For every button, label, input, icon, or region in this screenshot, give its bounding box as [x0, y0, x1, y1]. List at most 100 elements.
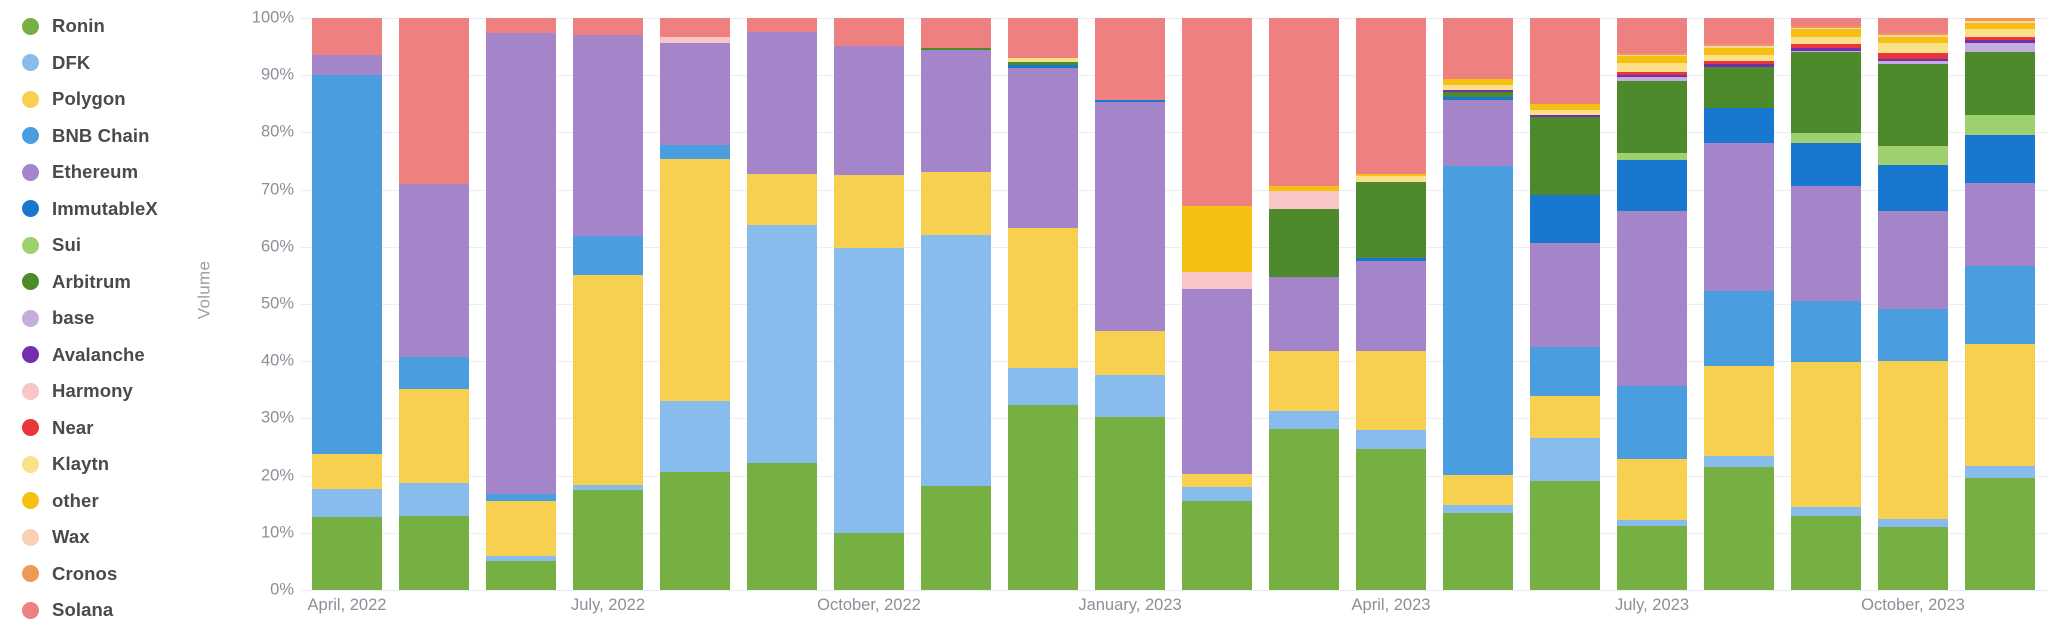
bar-column[interactable]	[660, 18, 730, 590]
bar-segment-solana[interactable]	[660, 18, 730, 37]
bar-segment-bnb-chain[interactable]	[1878, 308, 1948, 362]
bar-segment-dfk[interactable]	[1530, 438, 1600, 482]
bar-segment-cronos[interactable]	[1878, 33, 1948, 36]
bar-column[interactable]	[1269, 18, 1339, 590]
bar-segment-arbitrum[interactable]	[1443, 92, 1513, 97]
bar-column[interactable]	[1704, 18, 1774, 590]
bar-segment-sui[interactable]	[1965, 114, 2035, 135]
bar-segment-solana[interactable]	[312, 18, 382, 55]
bar-column[interactable]	[1965, 18, 2035, 590]
bar-segment-ethereum[interactable]	[921, 50, 991, 172]
bar-segment-cronos[interactable]	[1965, 18, 2035, 21]
bar-segment-dfk[interactable]	[573, 485, 643, 490]
bar-segment-bnb-chain[interactable]	[312, 75, 382, 454]
legend-item-base[interactable]: base	[0, 300, 230, 337]
bar-column[interactable]	[834, 18, 904, 590]
bar-column[interactable]	[1443, 18, 1513, 590]
bar-segment-ronin[interactable]	[1008, 405, 1078, 590]
bar-segment-bnb-chain[interactable]	[486, 493, 556, 501]
bar-column[interactable]	[573, 18, 643, 590]
bar-segment-ethereum[interactable]	[1182, 288, 1252, 475]
bar-segment-klaytn[interactable]	[1008, 58, 1078, 63]
bar-segment-bnb-chain[interactable]	[1704, 290, 1774, 367]
bar-segment-solana[interactable]	[399, 18, 469, 184]
legend-item-bnb-chain[interactable]: BNB Chain	[0, 118, 230, 155]
legend-item-immutablex[interactable]: ImmutableX	[0, 191, 230, 228]
bar-segment-arbitrum[interactable]	[1965, 51, 2035, 115]
bar-segment-dfk[interactable]	[1878, 518, 1948, 528]
bar-segment-base[interactable]	[1965, 42, 2035, 52]
bar-segment-ethereum[interactable]	[1878, 211, 1948, 309]
bar-segment-dfk[interactable]	[1095, 374, 1165, 417]
bar-segment-arbitrum[interactable]	[1704, 66, 1774, 108]
bar-segment-dfk[interactable]	[1182, 487, 1252, 501]
bar-column[interactable]	[486, 18, 556, 590]
bar-segment-klaytn[interactable]	[1617, 63, 1687, 72]
bar-segment-polygon[interactable]	[1530, 396, 1600, 439]
bar-segment-other[interactable]	[1269, 185, 1339, 191]
bar-segment-near[interactable]	[1704, 61, 1774, 65]
bar-column[interactable]	[399, 18, 469, 590]
bar-segment-ethereum[interactable]	[834, 46, 904, 175]
bar-segment-bnb-chain[interactable]	[1791, 300, 1861, 362]
bar-segment-arbitrum[interactable]	[1356, 181, 1426, 259]
legend-item-near[interactable]: Near	[0, 410, 230, 447]
bar-segment-dfk[interactable]	[1443, 504, 1513, 513]
bar-segment-klaytn[interactable]	[1443, 84, 1513, 91]
bar-segment-ronin[interactable]	[399, 516, 469, 590]
bar-segment-solana[interactable]	[573, 18, 643, 35]
bar-column[interactable]	[921, 18, 991, 590]
bar-segment-ethereum[interactable]	[573, 34, 643, 236]
bar-segment-solana[interactable]	[1182, 18, 1252, 206]
bar-segment-ethereum[interactable]	[1791, 186, 1861, 301]
bar-segment-klaytn[interactable]	[1791, 36, 1861, 44]
bar-segment-polygon[interactable]	[1356, 351, 1426, 430]
bar-segment-klaytn[interactable]	[1356, 176, 1426, 182]
bar-segment-arbitrum[interactable]	[921, 47, 991, 51]
bar-segment-klaytn[interactable]	[1530, 109, 1600, 115]
legend-item-wax[interactable]: Wax	[0, 519, 230, 556]
legend-item-sui[interactable]: Sui	[0, 227, 230, 264]
bar-segment-dfk[interactable]	[1356, 429, 1426, 450]
bar-segment-polygon[interactable]	[1878, 361, 1948, 519]
bar-segment-solana[interactable]	[834, 18, 904, 47]
bar-column[interactable]	[1878, 18, 1948, 590]
bar-segment-bnb-chain[interactable]	[399, 356, 469, 390]
bar-segment-other[interactable]	[1965, 22, 2035, 29]
bar-segment-dfk[interactable]	[1791, 507, 1861, 516]
bar-segment-immutablex[interactable]	[1704, 107, 1774, 144]
bar-segment-solana[interactable]	[921, 18, 991, 48]
bar-segment-klaytn[interactable]	[1878, 43, 1948, 53]
bar-segment-avalanche[interactable]	[1617, 74, 1687, 77]
bar-segment-avalanche[interactable]	[1791, 48, 1861, 51]
bar-segment-bnb-chain[interactable]	[1617, 386, 1687, 460]
bar-segment-near[interactable]	[1617, 71, 1687, 75]
bar-segment-other[interactable]	[1356, 174, 1426, 177]
bar-segment-solana[interactable]	[1443, 18, 1513, 79]
bar-segment-ronin[interactable]	[747, 463, 817, 590]
bar-segment-dfk[interactable]	[1269, 410, 1339, 430]
bar-segment-polygon[interactable]	[399, 389, 469, 484]
legend-item-cronos[interactable]: Cronos	[0, 556, 230, 593]
bar-segment-other[interactable]	[1617, 56, 1687, 64]
bar-segment-near[interactable]	[1878, 52, 1948, 59]
bar-segment-wax[interactable]	[1704, 46, 1774, 48]
bar-segment-polygon[interactable]	[1008, 227, 1078, 369]
bar-segment-arbitrum[interactable]	[1878, 64, 1948, 147]
legend-item-polygon[interactable]: Polygon	[0, 81, 230, 118]
legend-item-avalanche[interactable]: Avalanche	[0, 337, 230, 374]
bar-segment-harmony[interactable]	[1269, 190, 1339, 209]
bar-segment-ethereum[interactable]	[1617, 210, 1687, 387]
bar-column[interactable]	[312, 18, 382, 590]
bar-segment-polygon[interactable]	[1791, 361, 1861, 508]
bar-segment-wax[interactable]	[1878, 35, 1948, 37]
bar-segment-immutablex[interactable]	[1356, 258, 1426, 262]
bar-segment-dfk[interactable]	[1617, 519, 1687, 526]
bar-segment-ronin[interactable]	[1530, 481, 1600, 590]
bar-segment-sui[interactable]	[1878, 146, 1948, 166]
bar-segment-other[interactable]	[1443, 78, 1513, 85]
bar-segment-ronin[interactable]	[921, 486, 991, 590]
bar-segment-immutablex[interactable]	[1008, 65, 1078, 68]
bar-segment-near[interactable]	[1791, 43, 1861, 49]
bar-segment-polygon[interactable]	[660, 158, 730, 401]
